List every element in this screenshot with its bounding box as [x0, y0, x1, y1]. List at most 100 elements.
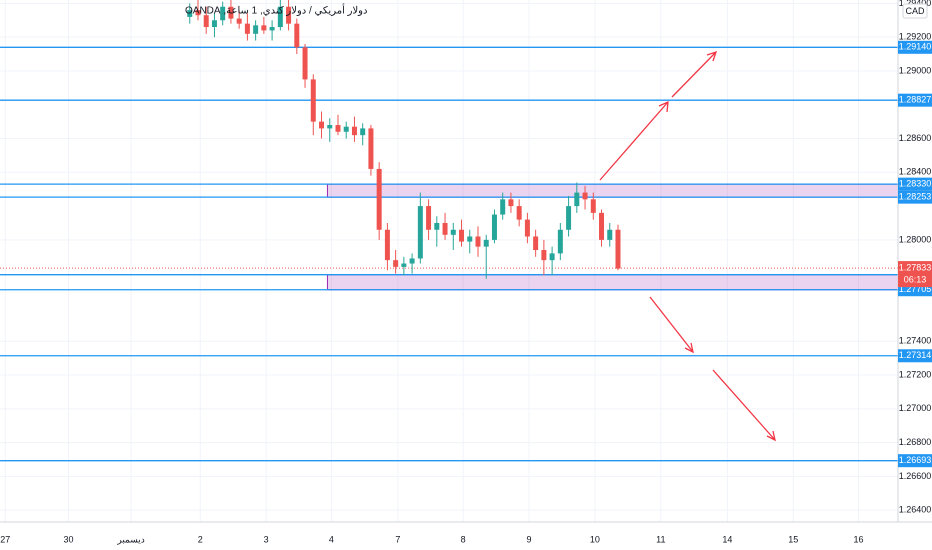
- candle-body: [450, 229, 456, 235]
- candle-body: [615, 229, 621, 269]
- y-tick-label: 1.26400: [899, 505, 932, 515]
- level-label-bg: [898, 454, 932, 468]
- arrows: [599, 50, 776, 442]
- candle-body: [483, 239, 489, 247]
- x-tick-label: ديسمبر: [116, 534, 144, 545]
- y-tick-label: 1.27200: [899, 369, 932, 379]
- grid: [0, 0, 898, 522]
- zone: [326, 183, 899, 198]
- arrow: [671, 50, 718, 98]
- candle-body: [253, 25, 259, 34]
- candle-body: [508, 199, 514, 207]
- candle-body: [590, 199, 596, 213]
- candle-body: [187, 10, 193, 17]
- y-tick-label: 1.27400: [899, 336, 932, 346]
- candle-body: [195, 10, 201, 16]
- candle-body: [541, 250, 547, 261]
- candle-body: [516, 206, 522, 220]
- y-tick-label: 1.28600: [899, 133, 932, 143]
- candle-body: [236, 18, 242, 24]
- candle-body: [244, 23, 250, 34]
- level-label: 1.28330: [899, 179, 932, 189]
- candle-body: [368, 128, 374, 169]
- candle-body: [417, 206, 423, 259]
- candle-body: [607, 229, 613, 240]
- candle-body: [376, 168, 382, 230]
- y-tick-label: 1.28000: [899, 234, 932, 244]
- countdown: 06:13: [904, 274, 927, 284]
- candle-body: [467, 236, 473, 242]
- last-price-bg: [898, 261, 932, 288]
- x-tick-label: 10: [590, 534, 600, 544]
- candle-body: [557, 229, 563, 254]
- candle-body: [220, 6, 226, 21]
- candle-body: [442, 222, 448, 235]
- level-label: 1.28827: [899, 95, 932, 105]
- candle-body: [409, 258, 415, 264]
- candle-body: [261, 25, 267, 31]
- level-label: 1.28253: [899, 192, 932, 202]
- candle-body: [566, 206, 572, 230]
- candle-body: [384, 229, 390, 261]
- arrow: [649, 296, 694, 354]
- y-tick-label: 1.28400: [899, 167, 932, 177]
- candle-body: [599, 212, 605, 240]
- candle-body: [500, 199, 506, 215]
- x-tick-label: 2: [198, 534, 203, 544]
- labels: 1.291401.288271.283301.282531.277941.277…: [898, 40, 932, 468]
- currency-badge[interactable]: [902, 3, 928, 19]
- candle-body: [319, 121, 325, 129]
- x-tick-label: 7: [395, 534, 400, 544]
- y-tick-label: 1.29000: [899, 65, 932, 75]
- candle-body: [582, 192, 588, 200]
- candle-body: [393, 260, 399, 267]
- candle-body: [533, 236, 539, 251]
- levels: [0, 46, 898, 462]
- candle-body: [401, 263, 407, 267]
- level-label: 1.27705: [899, 284, 932, 294]
- candle-body: [269, 27, 275, 31]
- candle-body: [228, 6, 234, 19]
- candle-body: [434, 222, 440, 230]
- candle-body: [459, 229, 465, 242]
- candle-body: [549, 253, 555, 261]
- x-tick-label: 3: [264, 534, 269, 544]
- level-label-bg: [898, 349, 932, 363]
- candle-body: [335, 125, 341, 132]
- x-tick-label: 9: [527, 534, 532, 544]
- candle-body: [351, 126, 357, 136]
- x-tick-label: 14: [722, 534, 732, 544]
- candle-body: [310, 79, 316, 122]
- x-tick-label: 16: [853, 534, 863, 544]
- currency-label: CAD: [905, 6, 925, 16]
- candle-body: [302, 47, 308, 80]
- y-tick-label: 1.26800: [899, 437, 932, 447]
- candle-body: [343, 126, 349, 132]
- y-tick-label: 1.29200: [899, 32, 932, 42]
- y-tick-label: 1.27000: [899, 403, 932, 413]
- x-tick-label: 4: [329, 534, 334, 544]
- level-label-bg: [898, 40, 932, 54]
- level-label-bg: [898, 177, 932, 191]
- candle-body: [286, 6, 292, 24]
- level-label-bg: [898, 93, 932, 107]
- arrow: [712, 369, 776, 442]
- x-tick-label: 27: [0, 534, 10, 544]
- last-price-label: 1.27833: [899, 262, 932, 272]
- candle-body: [211, 20, 217, 28]
- y-tick-label: 1.26600: [899, 471, 932, 481]
- candle-body: [491, 214, 497, 240]
- candle-body: [294, 23, 300, 48]
- level-label: 1.29140: [899, 42, 932, 52]
- candle-body: [524, 219, 530, 237]
- x-tick-label: 15: [788, 534, 798, 544]
- candle-body: [360, 128, 366, 136]
- candle-body: [426, 206, 432, 230]
- candle-body: [475, 236, 481, 247]
- zones: [326, 183, 899, 291]
- x-tick-label: 11: [656, 534, 665, 544]
- level-label-bg: [898, 190, 932, 204]
- arrow: [599, 100, 669, 181]
